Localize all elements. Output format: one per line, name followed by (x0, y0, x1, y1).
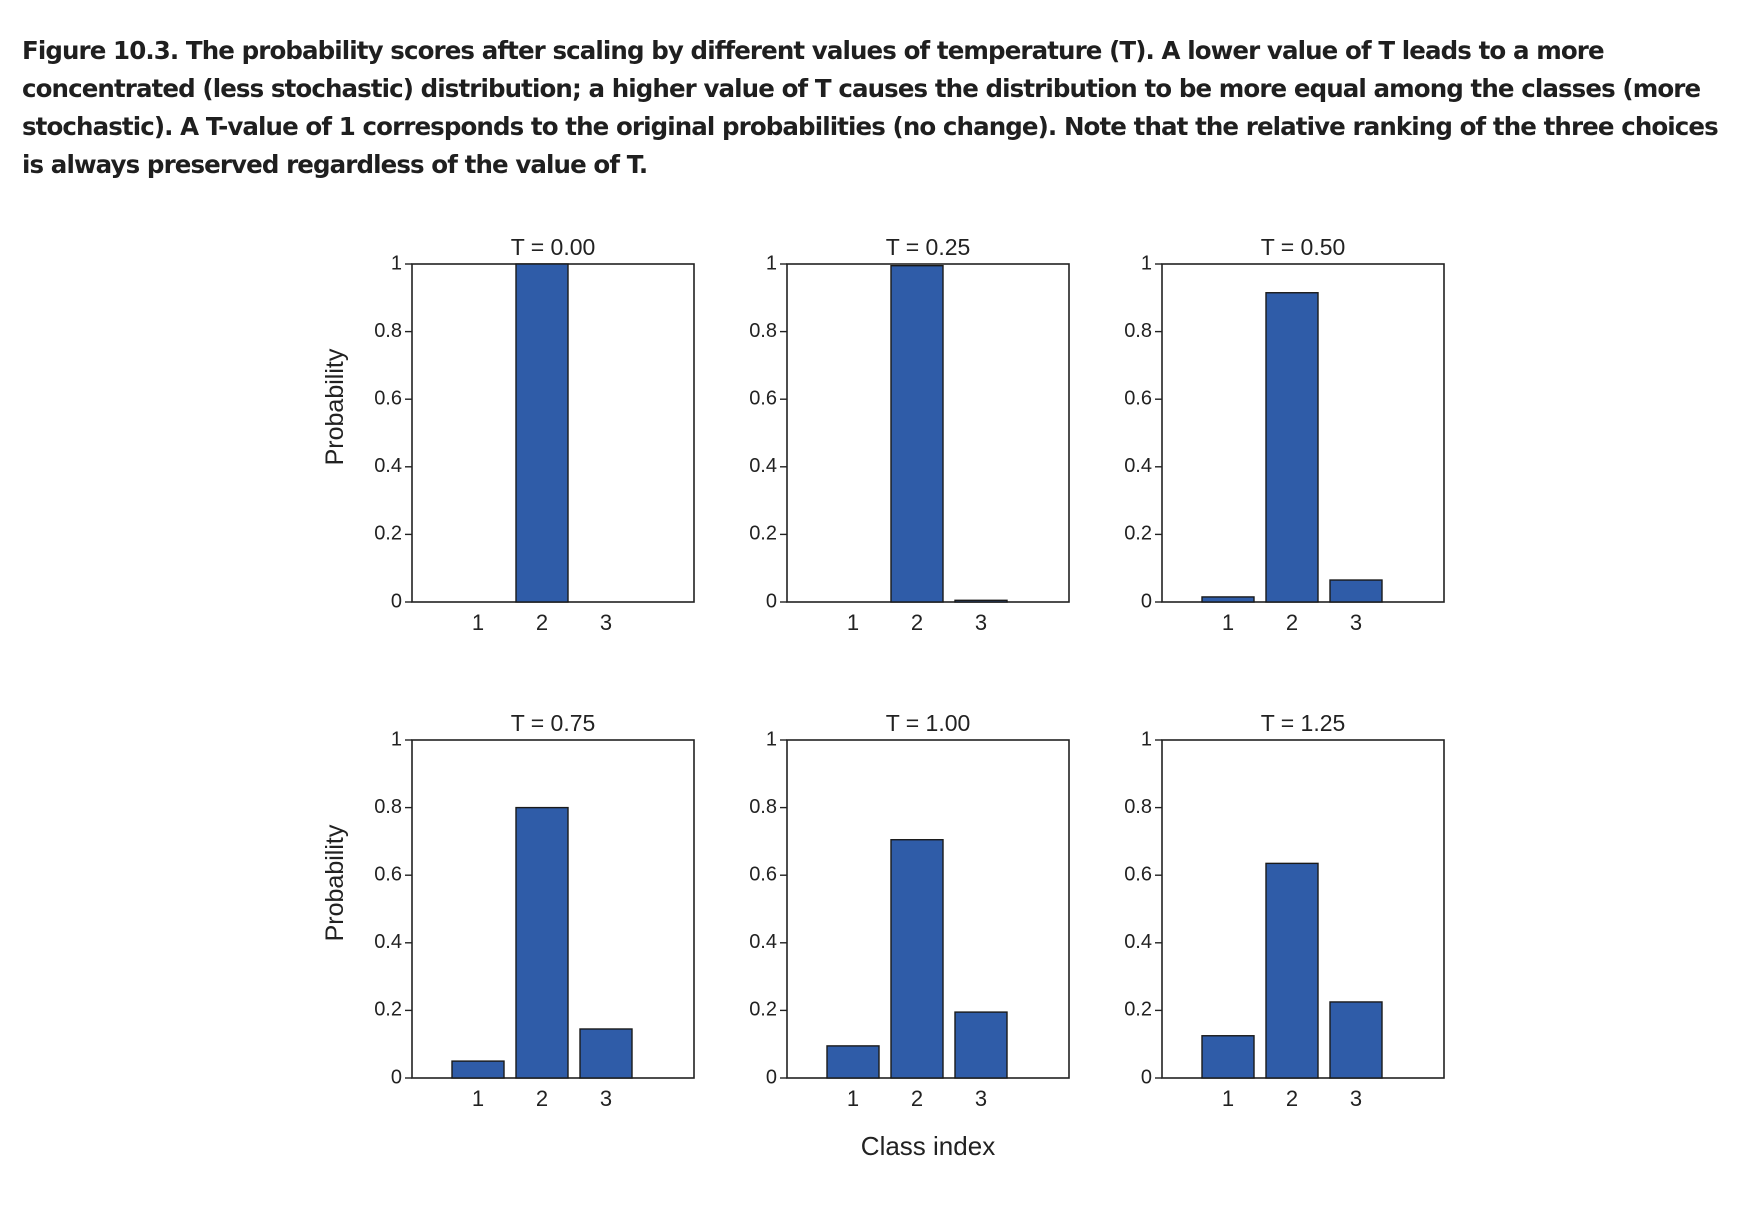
y-tick-label: 0.6 (749, 387, 777, 409)
chart-title: T = 0.50 (1261, 234, 1346, 260)
bar-class-1 (451, 1060, 505, 1079)
y-tick-label: 0.2 (1124, 999, 1152, 1021)
x-tick-label: 2 (1286, 610, 1298, 635)
x-tick-label: 3 (975, 1086, 987, 1111)
chart-title: T = 0.75 (511, 710, 596, 736)
x-tick-label: 2 (1286, 1086, 1298, 1111)
bar-class-2 (1265, 292, 1319, 603)
y-tick-label: 1 (1141, 252, 1152, 274)
y-tick-label: 0.4 (374, 931, 402, 953)
y-tick-label: 0 (391, 1066, 402, 1088)
x-tick-label: 1 (472, 610, 484, 635)
bar-class-2 (1265, 862, 1319, 1079)
y-tick-label: 1 (391, 728, 402, 750)
y-tick-label: 1 (391, 252, 402, 274)
figure-caption: Figure 10.3. The probability scores afte… (22, 36, 1719, 179)
y-tick-label: 0.8 (749, 796, 777, 818)
y-tick-label: 0 (766, 590, 777, 612)
x-tick-label: 1 (847, 610, 859, 635)
y-tick-label: 0.2 (374, 523, 402, 545)
y-tick-label: 0.6 (1124, 387, 1152, 409)
bar-class-2 (515, 806, 569, 1079)
chart-title: T = 1.25 (1261, 710, 1346, 736)
bar-class-3 (579, 1028, 633, 1079)
y-tick-label: 1 (1141, 728, 1152, 750)
y-axis-label: Probability (321, 348, 349, 465)
y-tick-label: 0.4 (749, 455, 777, 477)
bar-class-3 (1329, 579, 1383, 603)
bar-class-3 (954, 1011, 1008, 1079)
y-tick-label: 0.4 (1124, 931, 1152, 953)
y-tick-label: 1 (766, 252, 777, 274)
bar-class-2 (515, 263, 569, 603)
y-tick-label: 0.8 (374, 796, 402, 818)
chart-title: T = 1.00 (886, 710, 971, 736)
y-tick-label: 0.4 (749, 931, 777, 953)
y-tick-label: 0 (1141, 590, 1152, 612)
x-tick-label: 1 (1222, 610, 1234, 635)
y-tick-label: 0.8 (1124, 796, 1152, 818)
x-tick-label: 3 (975, 610, 987, 635)
y-tick-label: 0 (391, 590, 402, 612)
chart-title: T = 0.00 (511, 234, 596, 260)
x-tick-label: 1 (472, 1086, 484, 1111)
y-tick-label: 0.8 (749, 320, 777, 342)
x-tick-label: 2 (911, 610, 923, 635)
y-tick-label: 0.6 (749, 863, 777, 885)
y-tick-label: 0.4 (374, 455, 402, 477)
bar-class-3 (954, 599, 1008, 603)
bar-class-1 (1201, 1035, 1255, 1079)
y-tick-label: 0 (766, 1066, 777, 1088)
y-tick-label: 0 (1141, 1066, 1152, 1088)
x-tick-label: 3 (1350, 1086, 1362, 1111)
x-tick-label: 1 (1222, 1086, 1234, 1111)
bar-class-1 (1201, 596, 1255, 603)
x-tick-label: 3 (600, 610, 612, 635)
bar-class-2 (890, 264, 944, 603)
y-tick-label: 0.4 (1124, 455, 1152, 477)
y-axis-label: Probability (321, 824, 349, 941)
x-axis-label: Class index (861, 1131, 995, 1161)
bar-class-3 (1329, 1001, 1383, 1079)
bar-class-1 (826, 1045, 880, 1079)
y-tick-label: 0.2 (1124, 523, 1152, 545)
y-tick-label: 0.6 (1124, 863, 1152, 885)
y-tick-label: 0.8 (374, 320, 402, 342)
x-tick-label: 1 (847, 1086, 859, 1111)
y-tick-label: 0.2 (749, 999, 777, 1021)
x-tick-label: 3 (1350, 610, 1362, 635)
x-tick-label: 2 (536, 1086, 548, 1111)
x-tick-label: 3 (600, 1086, 612, 1111)
y-tick-label: 1 (766, 728, 777, 750)
chart-title: T = 0.25 (886, 234, 971, 260)
y-tick-label: 0.6 (374, 863, 402, 885)
y-tick-label: 0.6 (374, 387, 402, 409)
y-tick-label: 0.2 (749, 523, 777, 545)
y-tick-label: 0.8 (1124, 320, 1152, 342)
x-tick-label: 2 (911, 1086, 923, 1111)
x-tick-label: 2 (536, 610, 548, 635)
y-tick-label: 0.2 (374, 999, 402, 1021)
bar-class-2 (890, 839, 944, 1079)
